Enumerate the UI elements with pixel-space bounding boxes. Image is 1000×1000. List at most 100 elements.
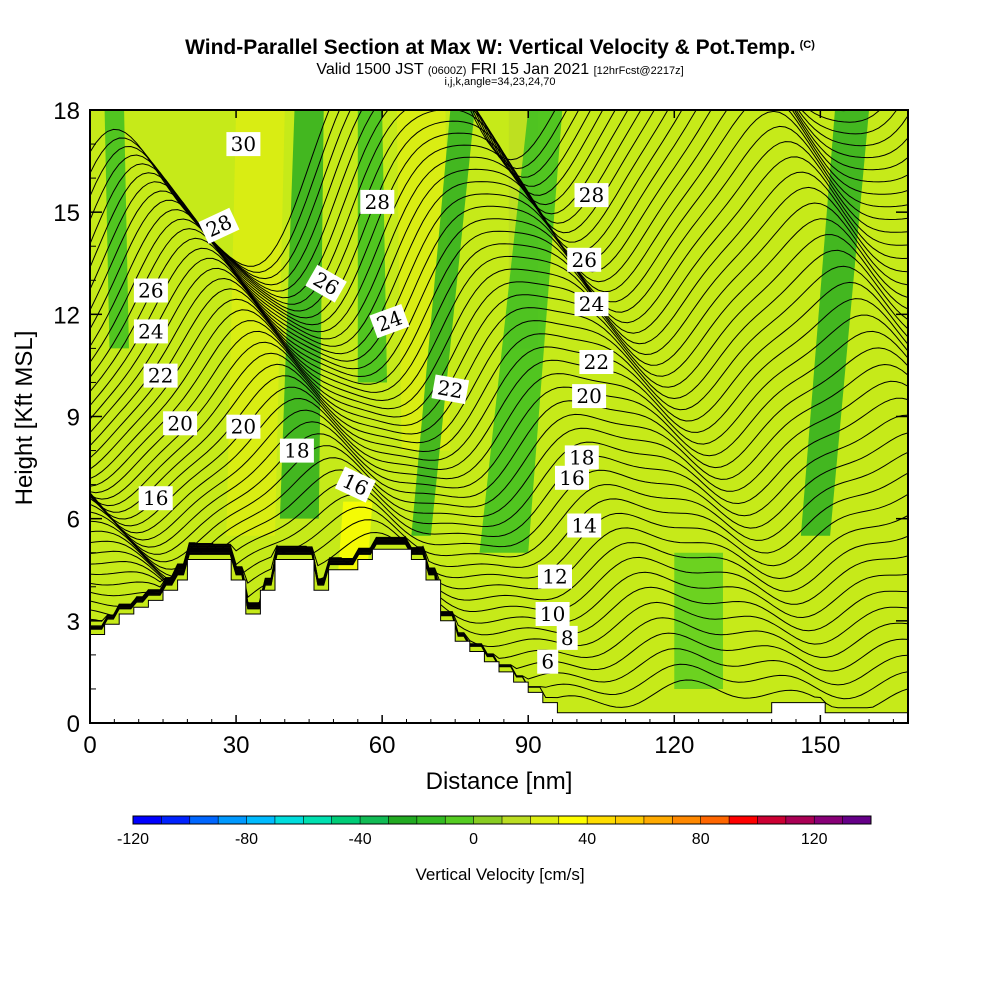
chart-title: Wind-Parallel Section at Max W: Vertical… bbox=[185, 36, 815, 59]
downdraft-band bbox=[357, 110, 388, 383]
isentrope-label-box bbox=[431, 374, 470, 405]
isentrope-label: 20 bbox=[226, 414, 261, 439]
isentrope-label-box bbox=[226, 132, 261, 157]
isentrope-label: 28 bbox=[574, 183, 609, 208]
isentrope-line bbox=[90, 281, 908, 527]
isentrope-line bbox=[90, 330, 908, 548]
colorbar-swatch bbox=[274, 816, 304, 824]
colorbar-swatch bbox=[785, 816, 815, 824]
isentrope-line bbox=[90, 156, 908, 470]
isentrope-label: 8 bbox=[556, 625, 578, 650]
isentrope-label-text: 12 bbox=[542, 565, 567, 589]
isentrope-label-text: 22 bbox=[584, 350, 609, 374]
isentrope-label-text: 26 bbox=[138, 279, 163, 303]
isentrope-line bbox=[90, 141, 908, 459]
isentrope-line bbox=[90, 110, 604, 292]
isentrope-label-box bbox=[537, 649, 559, 674]
isentrope-label-text: 30 bbox=[231, 132, 256, 156]
isentrope-label: 20 bbox=[572, 384, 607, 409]
isentrope-label: 24 bbox=[574, 292, 609, 317]
colorbar-swatch bbox=[331, 816, 361, 824]
isentrope-label: 16 bbox=[138, 486, 173, 511]
terrain bbox=[90, 548, 908, 723]
y-tick-label: 3 bbox=[67, 609, 80, 636]
isentrope-line bbox=[90, 265, 908, 520]
isentrope-label: 6 bbox=[537, 649, 559, 674]
chart-subtitle: Valid 1500 JST (0600Z) FRI 15 Jan 2021 [… bbox=[316, 61, 684, 78]
colorbar-swatch bbox=[161, 816, 191, 824]
isentrope-label-box bbox=[138, 486, 173, 511]
isentrope-label-box bbox=[574, 292, 609, 317]
isentrope-line bbox=[90, 171, 908, 480]
colorbar-swatch bbox=[445, 816, 474, 824]
axes: 0 30 60 90 120 150 0 3 6 9 12 15 18 bbox=[53, 98, 908, 759]
isentrope-line bbox=[90, 363, 908, 563]
colorbar-swatch bbox=[615, 816, 645, 824]
isentrope-line bbox=[90, 218, 908, 500]
isentrope-line bbox=[90, 110, 908, 420]
isentrope-label: 28 bbox=[360, 189, 395, 214]
isentrope-label-box bbox=[198, 207, 240, 244]
isentrope-label-box bbox=[279, 438, 314, 463]
colorbar-swatch bbox=[246, 816, 276, 824]
y-tick-label: 12 bbox=[53, 302, 80, 329]
isentrope-label-box bbox=[538, 564, 572, 589]
isentrope-label-box bbox=[133, 278, 168, 303]
colorbar-swatch bbox=[133, 816, 162, 824]
isentrope-label-text: 6 bbox=[541, 650, 554, 674]
colorbar-swatch bbox=[530, 816, 560, 824]
isentrope-label-text: 28 bbox=[365, 190, 390, 214]
isentrope-label: 22 bbox=[431, 374, 470, 405]
isentrope-label-text: 16 bbox=[143, 486, 168, 510]
colorbar-swatch bbox=[757, 816, 787, 824]
isentrope-line bbox=[90, 314, 908, 541]
downdraft-band bbox=[674, 552, 723, 689]
isentrope-label: 26 bbox=[133, 278, 168, 303]
isentrope-lines bbox=[90, 110, 908, 709]
isentrope-line bbox=[90, 397, 908, 577]
colorbar-swatch bbox=[388, 816, 418, 824]
isentrope-label: 16 bbox=[555, 465, 589, 490]
x-tick-label: 30 bbox=[223, 732, 250, 759]
isentrope-label-text: 20 bbox=[231, 415, 256, 439]
isentrope-label: 14 bbox=[567, 513, 602, 538]
isentrope-line bbox=[90, 202, 908, 494]
y-tick-label: 9 bbox=[67, 405, 80, 432]
isentrope-label-box bbox=[369, 304, 410, 339]
downdraft-band bbox=[279, 110, 324, 519]
colorbar-swatch bbox=[643, 816, 673, 824]
x-axis-title: Distance [nm] bbox=[426, 768, 573, 795]
isentrope-label-text: 14 bbox=[571, 514, 596, 538]
isentrope-line bbox=[90, 538, 908, 612]
isentrope-label: 10 bbox=[535, 602, 570, 626]
colorbar-swatch bbox=[416, 816, 446, 824]
isentrope-label-box bbox=[572, 384, 607, 409]
colorbar-swatch bbox=[814, 816, 843, 824]
colorbar-swatch bbox=[189, 816, 219, 824]
isentrope-line bbox=[90, 125, 908, 447]
x-tick-label: 150 bbox=[800, 732, 840, 759]
isentrope-line bbox=[90, 380, 908, 570]
isentrope-label-box bbox=[564, 445, 599, 470]
colorbar-swatch bbox=[729, 816, 758, 824]
isentrope-label-box bbox=[556, 625, 578, 650]
colorbar-swatch bbox=[303, 816, 332, 824]
colorbar-swatch bbox=[700, 816, 730, 824]
x-tick-label: 0 bbox=[83, 732, 96, 759]
isentrope-line bbox=[90, 110, 629, 305]
colorbar-swatch bbox=[558, 816, 588, 824]
colorbar: -120 -80 -40 0 40 80 120 bbox=[117, 815, 872, 848]
isentrope-line bbox=[90, 110, 556, 267]
colorbar-swatch bbox=[587, 816, 616, 824]
isentrope-label-box bbox=[567, 513, 602, 538]
isentrope-line bbox=[90, 538, 908, 624]
isentrope-label-box bbox=[579, 350, 614, 374]
isentrope-line bbox=[90, 110, 908, 434]
y-tick-label: 6 bbox=[67, 507, 80, 534]
isentrope-label-text: 18 bbox=[284, 439, 309, 463]
isentrope-label-box bbox=[163, 411, 198, 436]
isentrope-label: 18 bbox=[564, 445, 599, 470]
colorbar-tick-label: -120 bbox=[117, 831, 149, 848]
isentrope-label: 18 bbox=[279, 438, 314, 463]
